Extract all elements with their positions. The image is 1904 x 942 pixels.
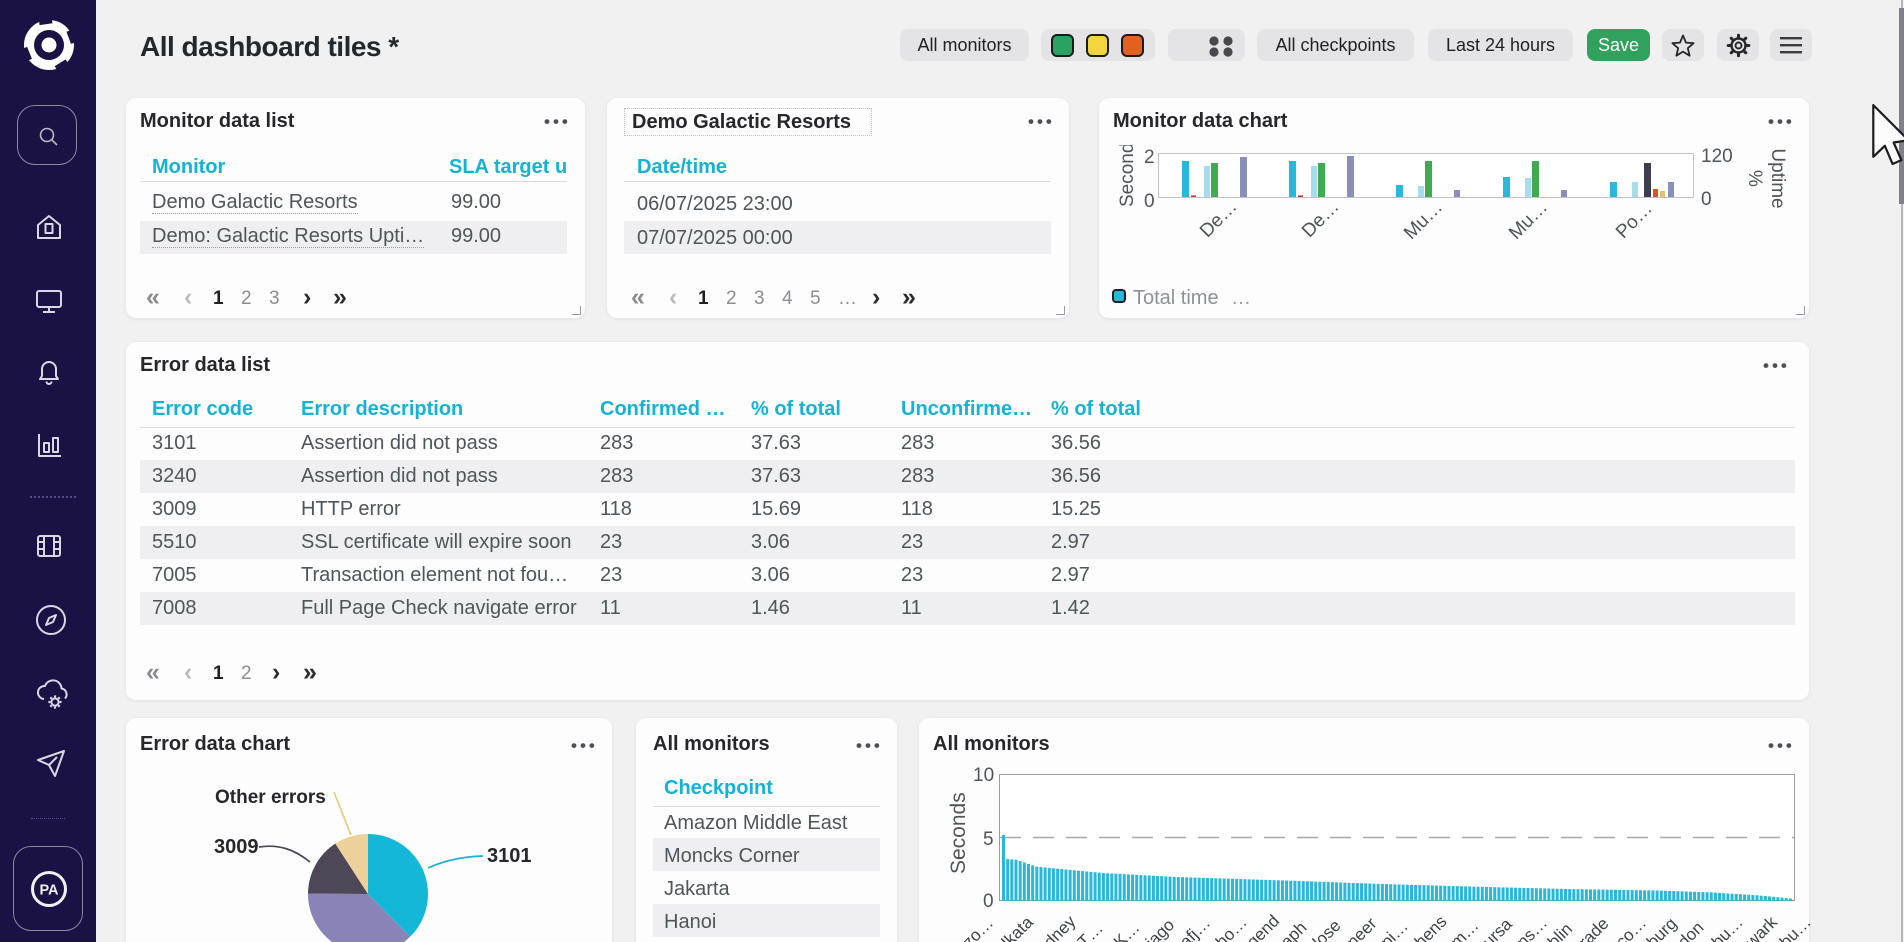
svg-text:PA: PA bbox=[39, 883, 59, 899]
